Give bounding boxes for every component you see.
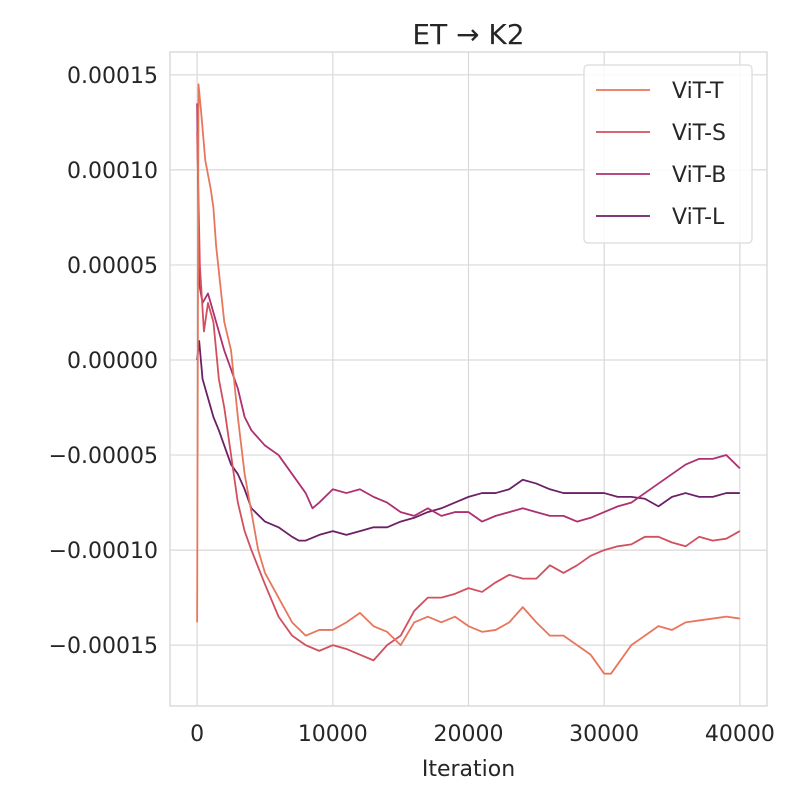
y-tick-label: 0.00000 [67, 349, 158, 374]
x-tick-label: 40000 [705, 722, 775, 747]
series-line-vit-s [196, 131, 741, 662]
x-tick-labels: 0 10000 20000 30000 40000 [190, 722, 775, 747]
legend-label: ViT-T [672, 79, 724, 104]
x-tick-label: 30000 [569, 722, 639, 747]
y-tick-label: −0.00010 [49, 539, 158, 564]
legend: ViT-T ViT-S ViT-B ViT-L [583, 64, 753, 244]
x-tick-label: 0 [190, 722, 204, 747]
series-line-vit-l [196, 340, 740, 542]
legend-label: ViT-L [672, 205, 725, 230]
y-tick-label: 0.00010 [67, 159, 158, 184]
x-axis-label: Iteration [422, 757, 515, 782]
x-tick-label: 20000 [434, 722, 504, 747]
plot-frame [169, 51, 768, 707]
y-tick-label: 0.00005 [67, 254, 158, 279]
legend-box [583, 64, 753, 244]
series-line-vit-t [196, 83, 740, 675]
chart-title: ET → K2 [412, 18, 524, 51]
y-tick-label: 0.00015 [67, 64, 158, 89]
series-lines [196, 83, 741, 675]
y-tick-label: −0.00015 [49, 634, 158, 659]
y-tick-label: −0.00005 [49, 444, 158, 469]
legend-label: ViT-S [672, 121, 726, 146]
x-tick-label: 10000 [298, 722, 368, 747]
y-tick-labels: 0.00015 0.00010 0.00005 0.00000 −0.00005 −0.0… [49, 64, 158, 659]
series-line-vit-b [196, 103, 741, 523]
legend-label: ViT-B [672, 163, 726, 188]
grid-lines [170, 52, 767, 706]
